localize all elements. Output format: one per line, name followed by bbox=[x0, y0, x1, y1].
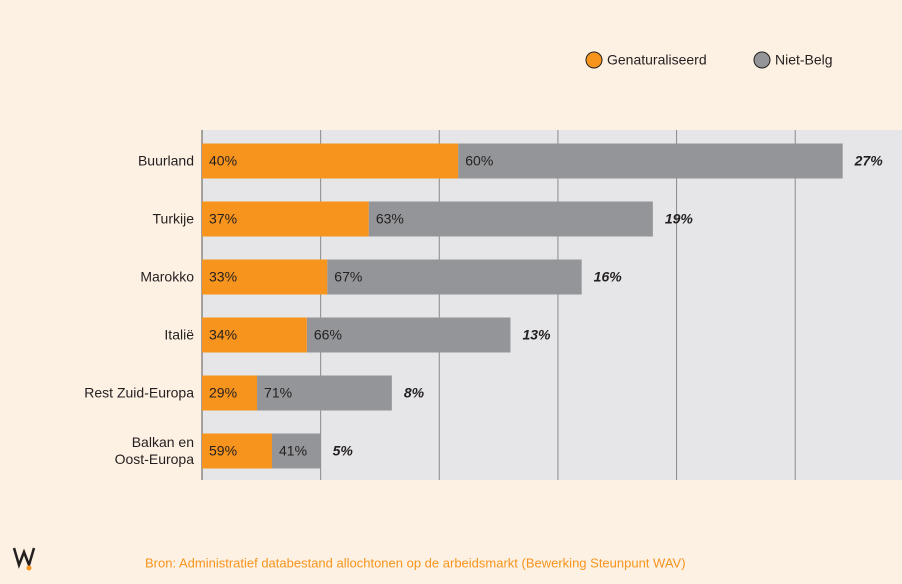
total-label: 16% bbox=[594, 269, 623, 285]
total-label: 27% bbox=[854, 153, 884, 169]
bar-segment bbox=[458, 143, 843, 179]
category-label: Balkan en Oost-Europa bbox=[114, 434, 194, 467]
logo bbox=[12, 547, 36, 569]
bar-segment bbox=[202, 259, 328, 295]
category-label: Rest Zuid-Europa bbox=[84, 384, 194, 401]
bar-segment bbox=[202, 433, 272, 469]
bar-segment bbox=[202, 375, 258, 411]
legend-swatch bbox=[585, 51, 603, 69]
segment-label: 40% bbox=[209, 153, 237, 169]
segment-label: 37% bbox=[209, 211, 237, 227]
segment-label: 63% bbox=[376, 211, 404, 227]
bar-segment bbox=[306, 317, 511, 353]
bar-segment bbox=[202, 143, 459, 179]
category-label: Turkije bbox=[152, 210, 195, 227]
segment-label: 67% bbox=[334, 269, 362, 285]
segment-label: 60% bbox=[465, 153, 493, 169]
category-label: Buurland bbox=[137, 152, 194, 169]
category-label: Marokko bbox=[140, 268, 194, 285]
segment-label: 33% bbox=[209, 269, 237, 285]
bar-segment bbox=[202, 317, 307, 353]
bar-segment bbox=[272, 433, 321, 469]
source: Bron: Administratief databestand allocht… bbox=[145, 555, 686, 570]
logo-dot bbox=[26, 565, 32, 571]
legend-label: Genaturaliseerd bbox=[607, 52, 707, 68]
segment-label: 41% bbox=[279, 443, 307, 459]
total-label: 8% bbox=[404, 385, 425, 401]
segment-label: 59% bbox=[209, 443, 237, 459]
segment-label: 29% bbox=[209, 385, 237, 401]
total-label: 5% bbox=[333, 443, 354, 459]
legend-label: Niet-Belg bbox=[775, 52, 833, 68]
legend-swatch bbox=[753, 51, 771, 69]
category-label: Italië bbox=[164, 326, 194, 343]
segment-label: 66% bbox=[314, 327, 342, 343]
segment-label: 34% bbox=[209, 327, 237, 343]
bar-segment bbox=[327, 259, 582, 295]
bar-segment bbox=[202, 201, 369, 237]
total-label: 19% bbox=[665, 211, 694, 227]
bar-segment bbox=[257, 375, 392, 411]
total-label: 13% bbox=[522, 327, 551, 343]
bar-segment bbox=[368, 201, 653, 237]
segment-label: 71% bbox=[264, 385, 292, 401]
plot-area bbox=[202, 130, 902, 480]
